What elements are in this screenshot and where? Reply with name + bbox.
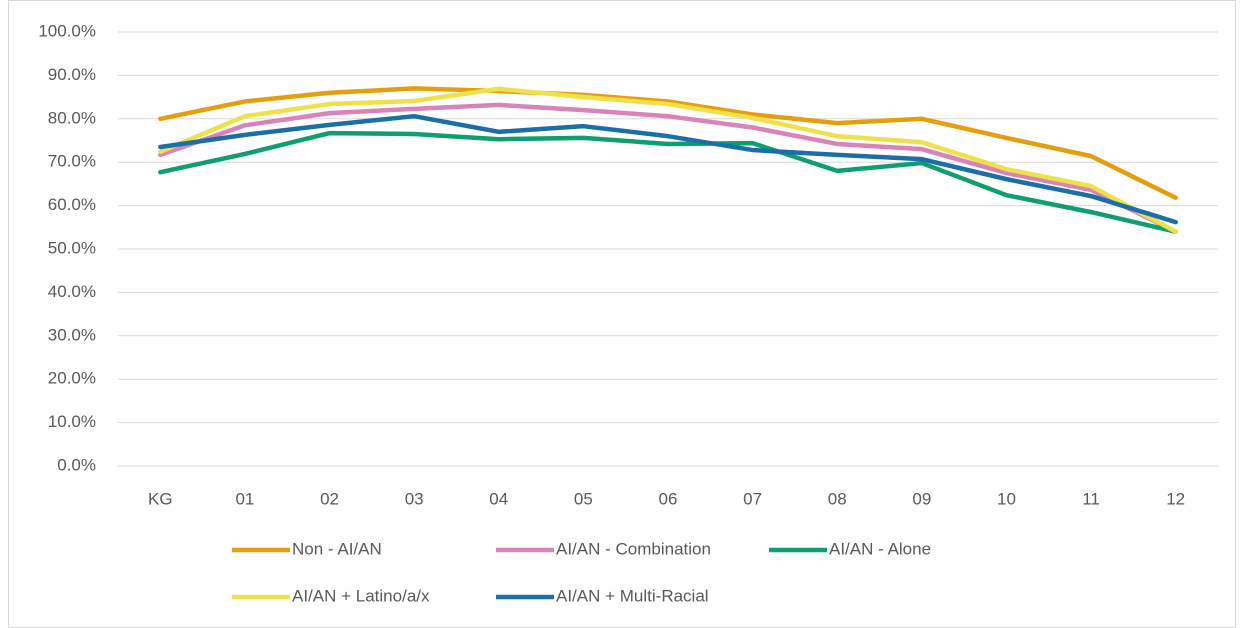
y-tick-label: 80.0% — [48, 108, 96, 127]
y-tick-label: 20.0% — [48, 369, 96, 388]
y-tick-label: 0.0% — [57, 455, 96, 474]
y-tick-label: 40.0% — [48, 282, 96, 301]
x-tick-label: 04 — [489, 489, 508, 508]
y-tick-label: 90.0% — [48, 65, 96, 84]
chart-frame — [8, 0, 1236, 628]
y-tick-label: 50.0% — [48, 238, 96, 257]
x-tick-label: 07 — [743, 489, 762, 508]
x-tick-label: 11 — [1082, 489, 1100, 508]
y-tick-label: 60.0% — [48, 195, 96, 214]
y-tick-label: 70.0% — [48, 152, 96, 171]
x-tick-label: 10 — [997, 489, 1016, 508]
x-tick-label: KG — [148, 489, 173, 508]
legend-label: Non - AI/AN — [292, 539, 382, 558]
legend-label: AI/AN + Multi-Racial — [556, 586, 709, 605]
y-tick-label: 10.0% — [48, 412, 96, 431]
x-tick-label: 02 — [320, 489, 339, 508]
legend-label: AI/AN - Combination — [556, 539, 711, 558]
series-line — [158, 86, 1178, 234]
y-tick-label: 30.0% — [48, 325, 96, 344]
x-tick-label: 08 — [828, 489, 847, 508]
series-line — [158, 130, 1178, 234]
series-line — [158, 86, 1178, 201]
x-tick-label: 12 — [1166, 489, 1185, 508]
legend-label: AI/AN + Latino/a/x — [292, 586, 430, 605]
x-tick-label: 03 — [405, 489, 424, 508]
series-line — [158, 113, 1178, 225]
x-tick-label: 09 — [912, 489, 931, 508]
y-tick-label: 100.0% — [38, 21, 96, 40]
legend-label: AI/AN - Alone — [829, 539, 931, 558]
x-tick-label: 01 — [235, 489, 254, 508]
x-tick-label: 05 — [574, 489, 593, 508]
series-line — [158, 102, 1178, 234]
x-tick-label: 06 — [659, 489, 678, 508]
